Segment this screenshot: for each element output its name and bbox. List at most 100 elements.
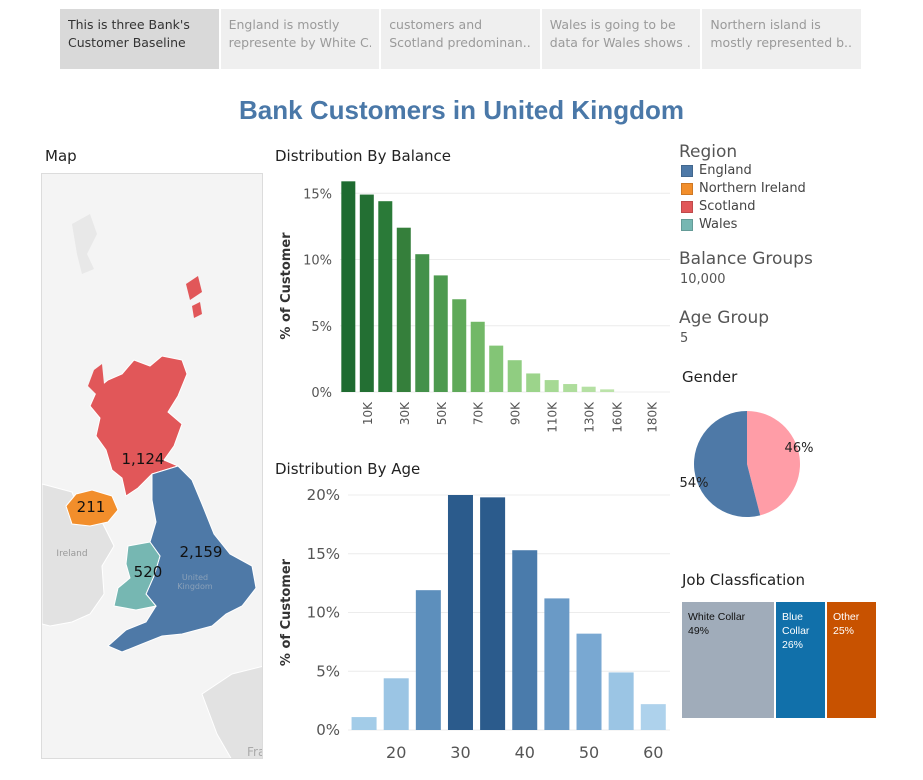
balance-groups-title: Balance Groups xyxy=(679,249,813,269)
x-tick-label: 30K xyxy=(398,401,412,425)
bar[interactable] xyxy=(378,201,393,392)
story-tab-5[interactable]: Northern island is mostly represented b.. xyxy=(702,9,861,69)
legend-item-wales[interactable]: Wales xyxy=(681,217,737,232)
map-label-scotland: 1,124 xyxy=(122,450,165,468)
y-tick-label: 15% xyxy=(307,545,340,563)
x-tick-label: 70K xyxy=(472,401,486,425)
region-wales xyxy=(113,541,161,611)
x-tick-label: 50K xyxy=(435,401,449,425)
bar[interactable] xyxy=(581,386,596,392)
bar[interactable] xyxy=(507,360,522,392)
y-tick-label: 5% xyxy=(316,662,340,680)
bar[interactable] xyxy=(415,254,430,392)
bar[interactable] xyxy=(341,181,356,392)
balance-chart-title: Distribution By Balance xyxy=(275,147,452,165)
gender-title: Gender xyxy=(682,368,738,386)
legend-item-northern-ireland[interactable]: Northern Ireland xyxy=(681,181,806,196)
legend-item-scotland[interactable]: Scotland xyxy=(681,199,756,214)
tab-line-2: Customer Baseline xyxy=(68,35,186,50)
balance-chart: % of Customer 0% 5% 10% 15% 10K 30K 50K 70K 90K 11… xyxy=(279,181,670,433)
tab-line-1: England is mostly xyxy=(228,17,340,32)
y-tick-label: 10% xyxy=(307,604,340,622)
treemap-cell-other[interactable]: Other 25% xyxy=(827,602,876,718)
y-tick-label: 0% xyxy=(311,386,332,401)
y-tick-label: 0% xyxy=(316,721,340,739)
bar[interactable] xyxy=(526,373,541,392)
pie-label: 54% xyxy=(680,476,709,491)
legend-label: Wales xyxy=(699,217,738,232)
region-legend-title: Region xyxy=(679,142,738,162)
legend-item-england[interactable]: England xyxy=(681,163,752,178)
bar[interactable] xyxy=(351,717,377,730)
pie-slice[interactable] xyxy=(747,411,800,516)
bar[interactable] xyxy=(640,704,666,730)
tab-line-2: data for Wales shows .. xyxy=(549,35,693,50)
job-classification-title: Job Classfication xyxy=(682,571,805,589)
map-label-uk-line2: Kingdom xyxy=(177,582,213,591)
treemap-cell-white-collar[interactable]: White Collar 49% xyxy=(682,602,774,718)
treemap-label: White Collar xyxy=(688,611,746,623)
treemap-label: Other xyxy=(833,611,860,623)
legend-swatch xyxy=(681,182,693,195)
bar[interactable] xyxy=(512,550,538,730)
treemap-pct: 26% xyxy=(782,639,804,651)
bar[interactable] xyxy=(600,389,615,392)
treemap-pct: 25% xyxy=(833,625,855,637)
bar[interactable] xyxy=(544,380,559,392)
region-scotland-islands xyxy=(88,276,202,394)
x-tick-label: 50 xyxy=(579,743,599,762)
x-tick-label: 90K xyxy=(509,401,523,425)
legend-swatch xyxy=(681,200,693,213)
job-treemap: White Collar 49% Blue Collar 26% Other 2… xyxy=(682,602,876,718)
bar[interactable] xyxy=(433,275,448,392)
bar[interactable] xyxy=(452,299,467,392)
age-chart: % of Customer 0% 5% 10% 15% 20% 20 30 40 50 60 xyxy=(279,486,670,762)
y-tick-label: 20% xyxy=(307,486,340,504)
bar[interactable] xyxy=(415,590,441,730)
pie-slice[interactable] xyxy=(694,411,761,517)
tab-line-2: represente by White C.. xyxy=(228,35,372,50)
tab-line-2: mostly represented b.. xyxy=(710,35,853,50)
map-label-ireland: Ireland xyxy=(56,549,87,559)
x-tick-label: 130K xyxy=(583,401,597,433)
bar[interactable] xyxy=(563,384,578,392)
region-northern-ireland xyxy=(65,489,119,527)
x-tick-label: 60 xyxy=(643,743,663,762)
story-tabs: This is three Bank's Customer Baseline En… xyxy=(60,9,861,69)
bar[interactable] xyxy=(544,598,570,730)
x-tick-label: 110K xyxy=(546,401,560,433)
bar[interactable] xyxy=(447,495,473,730)
y-tick-label: 10% xyxy=(303,254,332,269)
tab-line-1: customers and xyxy=(389,17,483,32)
treemap-label: Blue Collar xyxy=(782,611,810,637)
bar[interactable] xyxy=(383,678,409,730)
x-tick-label: 180K xyxy=(646,401,660,433)
legend-swatch xyxy=(681,218,693,231)
bar[interactable] xyxy=(576,633,602,730)
balance-groups-value[interactable]: 10,000 xyxy=(680,272,726,287)
story-tab-3[interactable]: customers and Scotland predominan.. xyxy=(381,9,540,69)
bar[interactable] xyxy=(470,321,485,392)
tab-line-2: Scotland predominan.. xyxy=(389,35,531,50)
age-group-title: Age Group xyxy=(679,308,770,328)
legend-label: Northern Ireland xyxy=(699,181,806,196)
bar[interactable] xyxy=(480,497,506,730)
age-group-value[interactable]: 5 xyxy=(680,331,689,346)
story-tab-1[interactable]: This is three Bank's Customer Baseline xyxy=(60,9,219,69)
treemap-cell-blue-collar[interactable]: Blue Collar 26% xyxy=(776,602,825,718)
uk-map[interactable]: 1,124 211 2,159 520 Ireland United Kingd… xyxy=(41,173,263,759)
legend-label: Scotland xyxy=(699,199,756,214)
story-tab-4[interactable]: Wales is going to be data for Wales shows… xyxy=(541,9,701,69)
x-tick-label: 160K xyxy=(610,401,624,433)
story-tab-2[interactable]: England is mostly represente by White C.. xyxy=(220,9,380,69)
bar[interactable] xyxy=(359,194,374,392)
legend-swatch xyxy=(681,164,693,177)
legend-label: England xyxy=(699,163,752,178)
france-landmass xyxy=(201,665,262,758)
map-svg: 1,124 211 2,159 520 Ireland United Kingd… xyxy=(42,214,262,758)
bar[interactable] xyxy=(489,345,504,392)
map-title: Map xyxy=(45,147,77,165)
gender-pie: 54% 46% xyxy=(680,411,813,517)
bar[interactable] xyxy=(608,672,634,730)
bar[interactable] xyxy=(396,227,411,392)
